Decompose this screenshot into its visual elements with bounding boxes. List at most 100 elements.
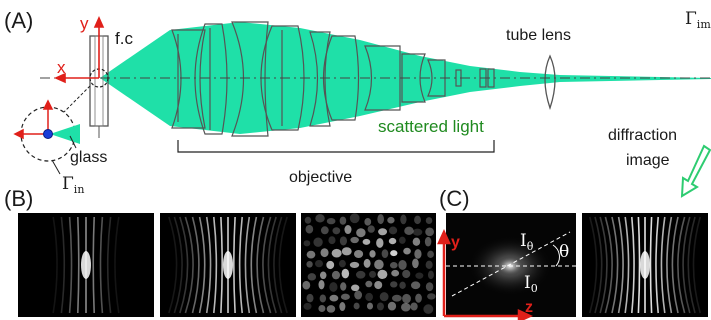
fringe-line [687,216,696,314]
speckle-spot [412,258,419,269]
objective-lens [194,23,228,135]
speckle-spot [365,280,373,288]
speckle-spot [415,272,424,279]
speckle-spot [353,302,360,310]
speckle-spot [320,226,329,235]
speckle-spot [398,236,406,244]
speckle-spot [306,293,314,303]
speckle-spot [414,249,422,259]
objective-lens [427,59,446,97]
speckle-spot [398,259,407,270]
fringe-line [624,216,630,314]
speckle-spot [390,281,398,288]
fringe-line [68,216,73,314]
speckle-spot [376,302,384,311]
gamma-in-leader [51,159,61,175]
fringe-line [655,216,659,314]
speckle-spot [377,269,388,280]
fringe-line [278,216,288,314]
fringe-line [599,216,608,314]
inset-leader [63,85,91,113]
intensity-map: Iθ I0 θ [446,213,576,317]
fringe-line [677,216,686,314]
diffraction-label-line1: diffraction [608,127,677,144]
fringe-line [604,216,613,314]
fringe-line [589,216,598,314]
fringe-pattern [52,216,120,314]
speckle-spot [392,294,402,302]
speckle-spot [388,237,397,245]
speckle-spot [402,293,411,304]
fringe-line [671,216,679,314]
panel-c-axis-z: z [525,299,533,316]
speckle-spot [320,248,329,258]
speckle-spot [319,271,327,280]
speckle-spot [318,305,326,312]
speckle-spot [326,260,335,270]
fringe-line [238,216,243,314]
fringe-line [191,216,200,314]
objective-lens [401,53,426,103]
fringe-line [179,216,189,314]
speckle-spot [328,236,336,245]
scattered-light-label: scattered light [378,117,484,136]
diffraction-image-4 [582,213,708,317]
speckle-spot [425,282,434,292]
speckle-spot [400,214,407,225]
fringe-line [637,216,641,314]
speckle-spot [339,236,348,246]
angle-arc [552,244,560,267]
speckle-spot [344,224,352,235]
fringe-line [267,216,277,314]
speckle-spot [411,281,421,290]
speckle-spot [412,228,423,236]
speckle-spot [326,305,336,313]
speckle-spot [427,250,434,259]
fringe-line [273,216,283,314]
fringe-line [198,216,206,314]
speckle-spot [307,273,317,281]
diffraction-image-2 [160,213,296,317]
speckle-spot [402,269,411,279]
speckle-spot [404,226,414,235]
speckle-spot [331,270,341,280]
speckle-spot [332,227,341,235]
speckle-spot [329,294,339,302]
fringe-line [106,216,112,314]
speckle-spot [381,249,389,258]
fringe-line [631,216,635,314]
speckle-spot [364,217,372,226]
fringe-line [594,216,603,314]
fringe-line [220,216,223,314]
speckle-spot [399,281,406,289]
speckle-spot [318,279,325,290]
gamma-im-label: Γim [685,9,711,31]
speckle-spot [415,293,422,303]
speckle-spot [356,228,366,238]
speckle-spot [362,238,371,245]
inset-beam [50,124,80,144]
speckle-spot [378,228,388,236]
theta-label: θ [559,242,569,262]
speckle-spot [414,215,422,225]
objective-bracket [177,140,495,153]
fringe-line [184,216,194,314]
fringe-line [617,216,624,314]
speckle-spot [331,248,342,258]
fringe-line [99,216,104,314]
speckle-spot [315,214,325,223]
panel-c-label: (C) [439,186,470,211]
speckle-spot [339,302,346,312]
fringe-line [611,216,619,314]
glass-leader [69,135,77,149]
speckle-spot [367,225,375,233]
speckle-spot [412,237,421,246]
speckle-spot [306,260,313,268]
speckle-spot [369,270,377,278]
fringe-line [77,216,80,314]
speckle-spot [366,302,374,310]
fringe-line [244,216,251,314]
speckle-spot [326,217,336,225]
fringe-line [213,216,218,314]
